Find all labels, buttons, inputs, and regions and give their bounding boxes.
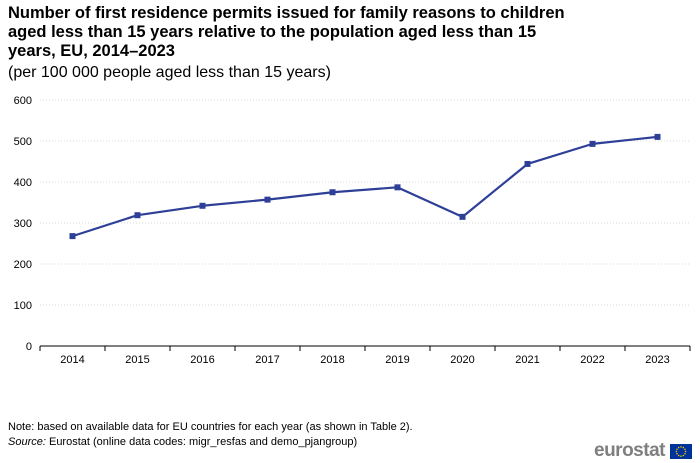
y-tick-label-400: 400 bbox=[14, 177, 32, 189]
chart-title: Number of first residence permits issued… bbox=[8, 4, 565, 60]
x-tick-label-2021: 2021 bbox=[515, 354, 539, 366]
data-point-2017 bbox=[264, 196, 271, 203]
x-axis-labels: 2014 2015 2016 2017 2018 2019 2020 2021 2022 2023 bbox=[60, 354, 669, 366]
x-tick-label-2020: 2020 bbox=[450, 354, 474, 366]
logo-text: eurostat bbox=[594, 440, 665, 461]
source-label: Source: bbox=[8, 436, 46, 448]
data-point-2018 bbox=[329, 189, 336, 196]
flag-star bbox=[682, 446, 685, 449]
x-tick-label-2016: 2016 bbox=[190, 354, 214, 366]
data-point-2021 bbox=[524, 160, 531, 167]
flag-star bbox=[684, 453, 686, 455]
x-axis bbox=[39, 345, 691, 351]
y-tick-label-500: 500 bbox=[14, 136, 32, 148]
line-chart: 0 100 200 300 400 500 600 2014 2015 2016 2017 2018… bbox=[14, 95, 691, 366]
flag-star bbox=[680, 446, 682, 448]
data-point-2019 bbox=[394, 184, 401, 191]
flag-star bbox=[684, 450, 687, 453]
data-point-2014 bbox=[69, 233, 76, 240]
flag-star bbox=[677, 446, 680, 449]
x-tick-label-2015: 2015 bbox=[125, 354, 149, 366]
flag-star bbox=[682, 454, 685, 457]
x-tick-label-2014: 2014 bbox=[60, 354, 84, 366]
flag-star bbox=[684, 448, 686, 450]
data-point-2016 bbox=[199, 202, 206, 209]
series-eu bbox=[69, 133, 661, 240]
data-point-2023 bbox=[654, 133, 661, 140]
y-axis-labels: 0 100 200 300 400 500 600 bbox=[14, 95, 32, 353]
x-tick-label-2018: 2018 bbox=[320, 354, 344, 366]
y-tick-label-300: 300 bbox=[14, 218, 32, 230]
y-tick-label-600: 600 bbox=[14, 95, 32, 107]
source-line: Source: Eurostat (online data codes: mig… bbox=[8, 436, 357, 448]
data-point-2020 bbox=[459, 213, 466, 220]
y-tick-label-200: 200 bbox=[14, 259, 32, 271]
x-tick-label-2023: 2023 bbox=[645, 354, 669, 366]
eu-flag-icon bbox=[670, 444, 692, 459]
chart-subtitle: (per 100 000 people aged less than 15 ye… bbox=[8, 64, 331, 81]
x-tick-label-2019: 2019 bbox=[385, 354, 409, 366]
y-tick-label-0: 0 bbox=[26, 341, 32, 353]
x-tick-label-2022: 2022 bbox=[580, 354, 604, 366]
series-line bbox=[72, 135, 658, 238]
flag-star bbox=[676, 453, 678, 455]
flag-star bbox=[680, 455, 682, 457]
flag-star bbox=[676, 448, 678, 450]
x-tick-label-2017: 2017 bbox=[255, 354, 279, 366]
y-tick-label-100: 100 bbox=[14, 300, 32, 312]
footnote: Note: based on available data for EU cou… bbox=[8, 421, 413, 433]
data-point-2022 bbox=[589, 140, 596, 147]
source-text: Eurostat (online data codes: migr_resfas… bbox=[45, 436, 358, 448]
flag-star bbox=[677, 454, 680, 457]
flag-star bbox=[675, 450, 678, 453]
data-point-2015 bbox=[134, 212, 141, 219]
grid-lines bbox=[40, 99, 690, 306]
